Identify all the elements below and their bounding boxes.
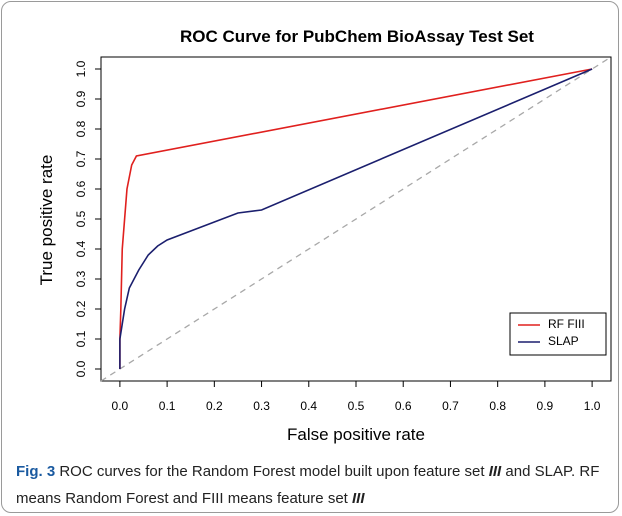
caption-text: ROC curves for the Random Forest model b… [59,463,485,480]
y-axis-label: True positive rate [37,155,56,286]
x-tick-label: 0.6 [395,399,412,413]
x-tick-label: 0.0 [112,399,129,413]
x-tick-label: 0.8 [489,399,506,413]
reference-diagonal [100,56,612,382]
chart: ROC Curve for PubChem BioAssay Test Set … [37,27,612,444]
caption: Fig. 3 ROC curves for the Random Forest … [16,458,616,512]
legend-box [509,312,607,356]
y-tick-label: 0.2 [74,300,88,317]
caption-text: III [352,490,365,507]
y-tick-label: 0.1 [74,330,88,347]
legend-label: RF FIII [548,317,585,331]
y-tick-label: 0.0 [74,360,88,377]
x-tick-label: 0.4 [300,399,317,413]
x-tick-label: 0.2 [206,399,223,413]
y-tick-label: 0.7 [74,150,88,167]
x-tick-label: 0.5 [348,399,365,413]
x-tick-label: 0.1 [159,399,176,413]
x-tick-label: 0.9 [537,399,554,413]
x-tick-label: 0.3 [253,399,270,413]
legend-label: SLAP [548,334,579,348]
y-tick-label: 0.3 [74,270,88,287]
series-line [119,68,593,369]
chart-title: ROC Curve for PubChem BioAssay Test Set [180,27,534,46]
caption-text: and SLAP. RF means Random Forest and FII… [16,463,600,507]
x-tick-label: 1.0 [584,399,601,413]
y-tick-label: 1.0 [74,60,88,77]
series-line [119,68,593,369]
y-tick-label: 0.6 [74,180,88,197]
x-tick-label: 0.7 [442,399,459,413]
y-tick-label: 0.8 [74,120,88,137]
x-axis-label: False positive rate [287,425,425,444]
y-tick-label: 0.4 [74,240,88,257]
caption-text: III [488,463,502,480]
y-tick-label: 0.9 [74,90,88,107]
caption-label: Fig. 3 [16,463,56,480]
y-tick-label: 0.5 [74,210,88,227]
